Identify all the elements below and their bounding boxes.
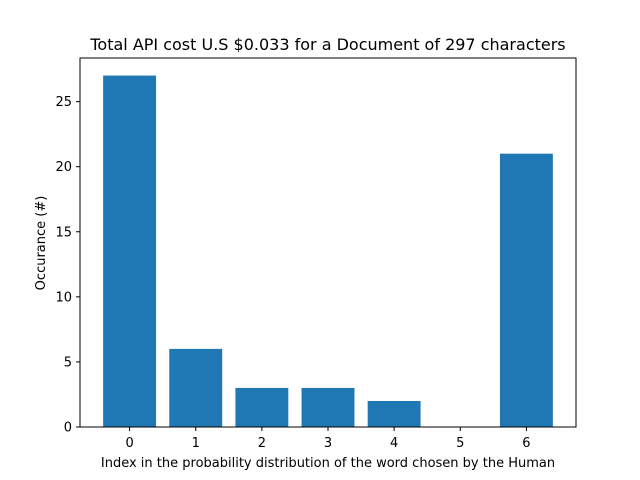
- bar-4: [367, 400, 421, 427]
- y-tick-label: 5: [64, 355, 72, 370]
- x-axis-ticks: 0 1 2 3 4 5 6: [125, 427, 531, 451]
- x-tick-label: 3: [324, 436, 332, 451]
- bar-2: [235, 387, 289, 427]
- x-tick-label: 1: [192, 436, 200, 451]
- x-tick-label: 5: [456, 436, 464, 451]
- bar-0: [103, 75, 157, 428]
- bar-6: [499, 153, 553, 427]
- chart-title: Total API cost U.S $0.033 for a Document…: [89, 35, 565, 54]
- y-tick-label: 15: [55, 225, 72, 240]
- y-tick-label: 0: [64, 421, 72, 436]
- x-tick-label: 2: [258, 436, 266, 451]
- x-tick-label: 4: [390, 436, 398, 451]
- y-axis-label: Occurance (#): [34, 196, 49, 291]
- y-tick-label: 20: [55, 160, 72, 175]
- x-tick-label: 0: [125, 436, 133, 451]
- x-axis-label: Index in the probability distribution of…: [101, 456, 555, 471]
- bar-3: [301, 387, 355, 427]
- y-tick-label: 25: [55, 95, 72, 110]
- y-axis-ticks: 0 5 10 15 20 25: [55, 95, 80, 436]
- bar-1: [169, 348, 223, 427]
- x-tick-label: 6: [522, 436, 530, 451]
- bars-group: [103, 75, 553, 428]
- y-tick-label: 10: [55, 290, 72, 305]
